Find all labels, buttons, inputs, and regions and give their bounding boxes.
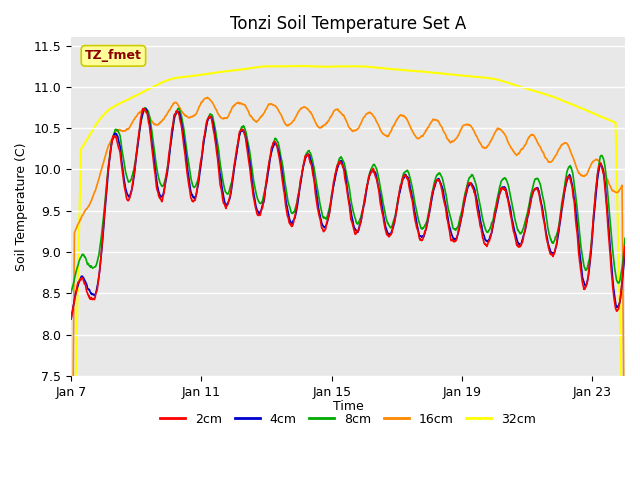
- 32cm: [170, 75, 177, 81]
- 32cm: [159, 79, 167, 84]
- 2cm: [160, 191, 168, 197]
- 4cm: [381, 220, 388, 226]
- 8cm: [621, 236, 629, 241]
- X-axis label: Time: Time: [333, 400, 364, 413]
- Legend: 2cm, 4cm, 8cm, 16cm, 32cm: 2cm, 4cm, 8cm, 16cm, 32cm: [155, 408, 541, 431]
- Title: Tonzi Soil Temperature Set A: Tonzi Soil Temperature Set A: [230, 15, 466, 33]
- 2cm: [67, 316, 75, 322]
- 2cm: [621, 243, 629, 249]
- Line: 32cm: 32cm: [71, 66, 625, 480]
- 16cm: [326, 116, 333, 121]
- 4cm: [160, 189, 168, 195]
- 32cm: [326, 64, 333, 70]
- Y-axis label: Soil Temperature (C): Soil Temperature (C): [15, 143, 28, 271]
- Text: TZ_fmet: TZ_fmet: [85, 49, 142, 62]
- Line: 8cm: 8cm: [71, 108, 625, 292]
- Line: 16cm: 16cm: [71, 97, 625, 480]
- 2cm: [326, 209, 333, 215]
- 8cm: [170, 121, 177, 127]
- 16cm: [511, 150, 518, 156]
- 8cm: [160, 181, 168, 187]
- 2cm: [511, 232, 518, 238]
- 8cm: [67, 289, 75, 295]
- 32cm: [511, 82, 518, 88]
- 8cm: [326, 204, 333, 210]
- 8cm: [381, 208, 388, 214]
- Line: 4cm: 4cm: [71, 108, 625, 319]
- 32cm: [356, 63, 364, 69]
- 2cm: [170, 117, 177, 122]
- 4cm: [142, 106, 150, 111]
- Line: 2cm: 2cm: [71, 108, 625, 319]
- 4cm: [170, 120, 177, 126]
- 32cm: [296, 63, 304, 69]
- 8cm: [356, 216, 364, 221]
- 16cm: [356, 122, 364, 128]
- 8cm: [141, 105, 148, 110]
- 2cm: [356, 220, 364, 226]
- 32cm: [381, 66, 388, 72]
- 8cm: [511, 214, 518, 220]
- 4cm: [511, 228, 518, 234]
- 16cm: [170, 101, 177, 107]
- 2cm: [381, 225, 388, 230]
- 16cm: [381, 132, 388, 138]
- 16cm: [204, 95, 211, 100]
- 4cm: [621, 247, 629, 253]
- 2cm: [139, 106, 147, 111]
- 4cm: [356, 221, 364, 227]
- 16cm: [159, 117, 167, 122]
- 4cm: [67, 316, 75, 322]
- 4cm: [326, 208, 333, 214]
